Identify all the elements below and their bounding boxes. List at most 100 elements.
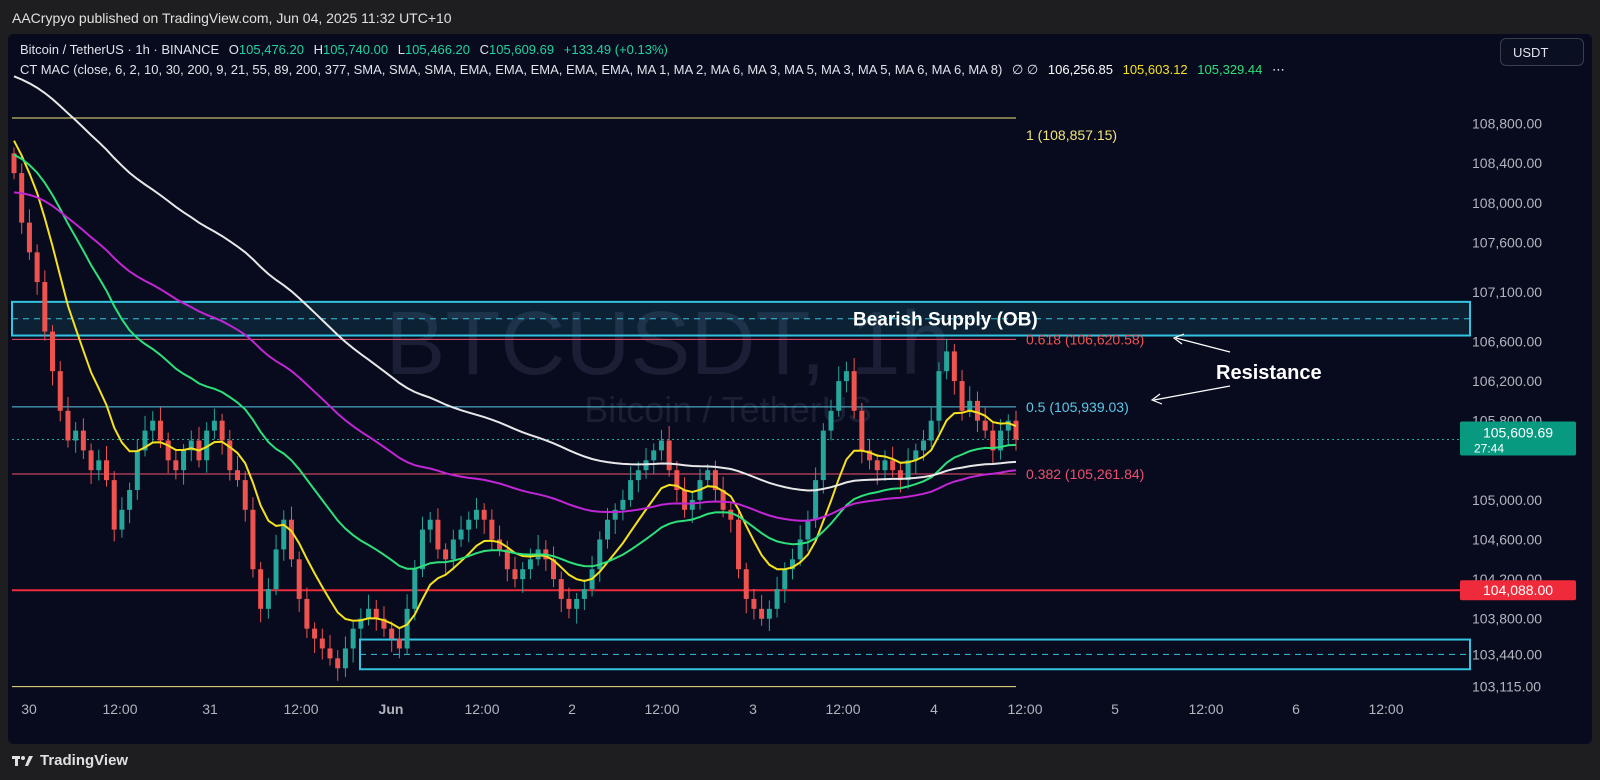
currency-button[interactable]: USDT	[1500, 38, 1584, 66]
y-tick-label: 107,600.00	[1472, 234, 1542, 250]
candle-body	[350, 628, 356, 649]
candle-body	[967, 400, 973, 411]
low-value: 105,466.20	[404, 42, 471, 57]
candle-body	[712, 470, 718, 491]
low-key: L	[397, 42, 405, 57]
candle-body	[288, 519, 294, 560]
candle-body	[928, 420, 934, 441]
candle-body	[19, 173, 25, 223]
candle-body	[103, 460, 109, 481]
candle-body	[851, 371, 857, 411]
y-tick-label: 103,440.00	[1472, 646, 1542, 662]
y-tick-label: 104,600.00	[1472, 532, 1542, 548]
candle-body	[882, 460, 888, 471]
candle-body	[1005, 420, 1011, 431]
candle-body	[689, 499, 695, 510]
candle-body	[150, 420, 156, 431]
candle-body	[481, 509, 487, 520]
candle-body	[443, 549, 449, 560]
y-tick-label: 107,100.00	[1472, 284, 1542, 300]
tradingview-logo-icon	[12, 755, 33, 766]
candle-body	[304, 598, 310, 629]
candle-body	[80, 430, 86, 451]
close-key: C	[479, 42, 490, 57]
candle-body	[766, 608, 772, 619]
candle-body	[936, 371, 942, 421]
candle-body	[227, 440, 233, 471]
candle-body	[312, 628, 318, 639]
candle-body	[181, 450, 187, 471]
x-tick-label: 12:00	[1368, 701, 1403, 717]
x-tick-label: 12:00	[102, 701, 137, 717]
countdown-value: 27:44	[1474, 442, 1504, 456]
high-value: 105,740.00	[323, 42, 389, 57]
x-tick-label: 6	[1292, 701, 1300, 717]
ma-value-1: 106,256.85	[1047, 62, 1113, 77]
candle-body	[458, 529, 464, 540]
resistance-arrow-1	[1175, 337, 1231, 353]
candle-body	[435, 519, 441, 550]
candle-body	[1013, 420, 1019, 440]
candle-body	[797, 539, 803, 560]
fib-label: 0.5 (105,939.03)	[1026, 399, 1129, 415]
resistance-arrow-2	[1153, 385, 1231, 401]
candle-body	[335, 658, 341, 669]
candle-body	[50, 331, 56, 372]
ma-line-purple	[13, 191, 1017, 522]
candle-body	[843, 371, 849, 382]
candle-body	[597, 539, 603, 570]
candle-body	[11, 153, 17, 174]
candle-body	[173, 460, 179, 471]
candle-body	[342, 648, 348, 669]
candle-body	[751, 598, 757, 609]
candle-body	[782, 569, 788, 590]
resistance-annotation: Resistance	[1216, 362, 1322, 384]
watermark-subtitle: Bitcoin / TetherUS	[584, 389, 871, 430]
ma-value-3: 105,329.44	[1197, 62, 1263, 77]
candle-body	[504, 549, 510, 570]
last-price-tag	[1460, 421, 1576, 456]
candle-body	[658, 440, 664, 451]
x-tick-label: 3	[749, 701, 757, 717]
y-tick-label: 105,000.00	[1472, 492, 1542, 508]
footer-brand[interactable]: TradingView	[12, 752, 128, 769]
candle-body	[944, 351, 950, 372]
change-value: +133.49 (+0.13%)	[563, 42, 668, 57]
symbol-label[interactable]: Bitcoin / TetherUS · 1h · BINANCE	[20, 42, 220, 57]
high-key: H	[313, 42, 324, 57]
candle-body	[73, 430, 79, 441]
candle-body	[420, 529, 426, 570]
candle-body	[242, 480, 248, 510]
candle-body	[604, 519, 610, 540]
ma-value-2: 105,603.12	[1122, 62, 1188, 77]
x-tick-label: 12:00	[283, 701, 318, 717]
resistance-arrowhead-1	[1172, 333, 1185, 345]
candle-body	[142, 430, 148, 451]
candle-body	[512, 569, 518, 580]
y-tick-label: 106,200.00	[1472, 373, 1542, 389]
candle-body	[26, 222, 32, 253]
candle-body	[820, 430, 826, 481]
candle-body	[551, 559, 557, 580]
candle-body	[404, 608, 410, 649]
chart-panel[interactable]: BTCUSDT, 1h Bitcoin / TetherUS 1 (108,857.…	[8, 34, 1592, 744]
candle-body	[651, 450, 657, 461]
x-tick-label: 5	[1111, 701, 1119, 717]
candle-body	[134, 450, 140, 491]
y-tick-label: 106,600.00	[1472, 333, 1542, 349]
more-icon[interactable]: ⋯	[1272, 62, 1285, 77]
candle-body	[211, 420, 217, 431]
candle-body	[34, 252, 40, 283]
candle-body	[96, 460, 102, 471]
candle-body	[489, 519, 495, 540]
candle-body	[381, 618, 387, 629]
candle-body	[789, 559, 795, 570]
candle-body	[366, 608, 372, 619]
indicator-legend[interactable]: CT MAC (close, 6, 2, 10, 30, 200, 9, 21,…	[20, 62, 1285, 78]
resistance-arrowhead-2	[1150, 393, 1163, 405]
candle-body	[867, 450, 873, 461]
x-tick-label: 12:00	[1188, 701, 1223, 717]
x-tick-label: 12:00	[644, 701, 679, 717]
x-tick-label: 2	[568, 701, 576, 717]
